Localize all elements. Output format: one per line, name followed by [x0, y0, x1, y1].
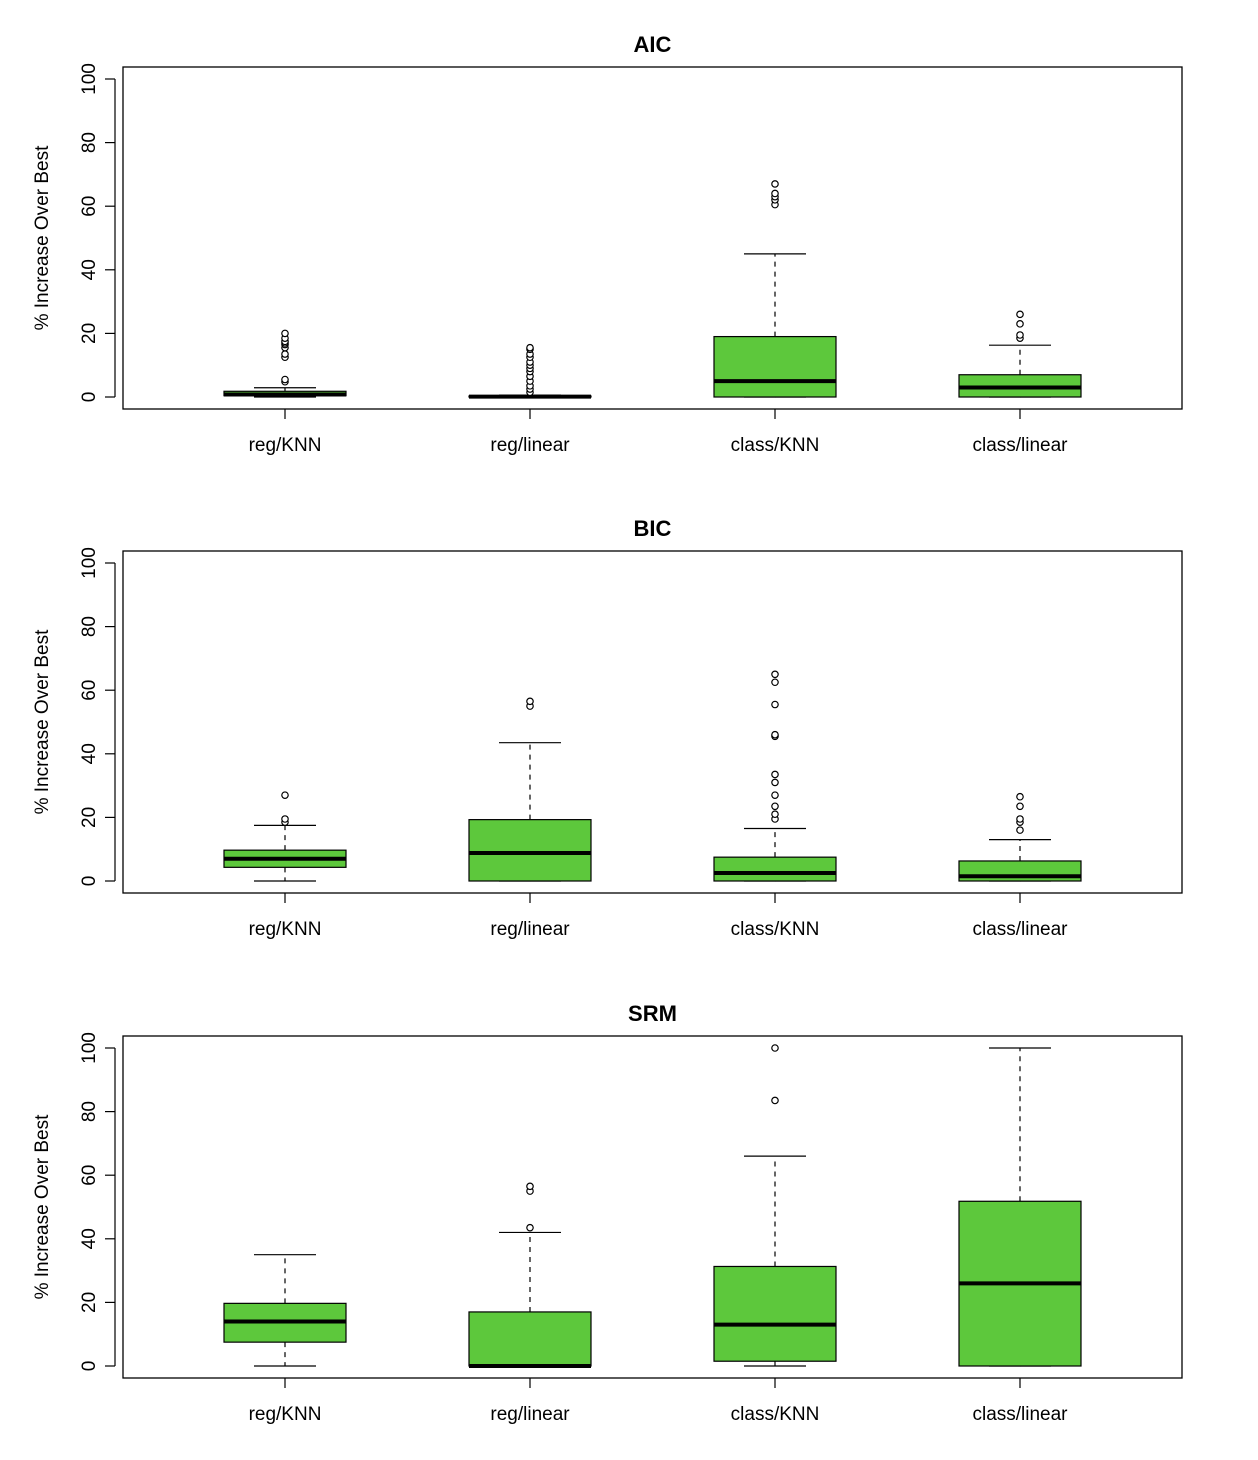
y-tick-label: 60	[79, 196, 100, 217]
plot-frame	[122, 1035, 1183, 1379]
outlier-point	[526, 343, 534, 352]
outlier-point	[1016, 802, 1024, 811]
box-iqr	[713, 856, 837, 882]
outlier-point	[771, 802, 779, 811]
chart-title: AIC	[634, 32, 672, 57]
y-tick-label: 40	[79, 1228, 100, 1249]
outlier-point	[771, 810, 779, 819]
box-iqr	[468, 1311, 592, 1367]
x-tick-label: class/KNN	[731, 435, 820, 456]
outlier-point	[1016, 310, 1024, 319]
y-axis-label: % Increase Over Best	[32, 1114, 53, 1300]
outlier-point	[771, 791, 779, 799]
y-tick-label: 0	[79, 392, 100, 403]
y-tick-label: 100	[79, 547, 100, 579]
box-iqr	[713, 335, 837, 398]
x-tick-label: reg/linear	[490, 435, 570, 456]
outlier-point	[771, 670, 779, 679]
y-tick-label: 100	[79, 1032, 100, 1064]
chart-panel-aic: AIC 0 20 40 60 80 100 % Increase Over Best reg/K…	[32, 32, 1183, 456]
outlier-point	[771, 1096, 779, 1105]
x-tick-label: reg/linear	[490, 1404, 570, 1425]
outlier-point	[771, 700, 779, 709]
outlier-point	[771, 180, 779, 188]
y-tick-label: 20	[79, 1292, 100, 1313]
y-axis-label: % Increase Over Best	[32, 629, 53, 815]
chart-panel-srm: SRM 0 20 40 60 80 100 % Increase Over Best reg/K…	[32, 1001, 1183, 1425]
outlier-point	[771, 678, 779, 687]
outlier-point	[281, 375, 289, 384]
y-tick-label: 20	[79, 807, 100, 828]
plot-frame	[122, 550, 1183, 894]
y-tick-label: 80	[79, 132, 100, 153]
box-iqr	[713, 1265, 837, 1362]
outlier-point	[771, 189, 779, 198]
x-tick-label: class/KNN	[731, 1404, 820, 1425]
x-tick-label: reg/KNN	[249, 435, 322, 456]
y-tick-label: 0	[79, 1361, 100, 1372]
outlier-point	[1016, 792, 1024, 801]
outlier-point	[526, 697, 534, 706]
outlier-point	[1016, 331, 1024, 339]
y-tick-label: 80	[79, 1101, 100, 1122]
plot-frame	[122, 66, 1183, 410]
y-axis-label: % Increase Over Best	[32, 145, 53, 331]
x-tick-label: reg/KNN	[249, 919, 322, 940]
outlier-point	[771, 778, 779, 787]
x-tick-label: reg/linear	[490, 919, 570, 940]
outlier-point	[281, 350, 289, 358]
outlier-point	[771, 770, 779, 779]
x-tick-label: class/linear	[972, 919, 1068, 940]
box-iqr	[468, 819, 592, 882]
y-tick-label: 0	[79, 876, 100, 887]
chart-panel-bic: BIC 0 20 40 60 80 100 % Increase Over Best reg/K…	[32, 516, 1183, 940]
outlier-point	[1016, 815, 1024, 823]
y-tick-label: 60	[79, 1165, 100, 1186]
x-tick-label: reg/KNN	[249, 1404, 322, 1425]
outlier-point	[281, 791, 289, 799]
y-tick-label: 20	[79, 323, 100, 344]
x-tick-label: class/KNN	[731, 919, 820, 940]
y-tick-label: 100	[79, 63, 100, 95]
y-tick-label: 60	[79, 680, 100, 701]
x-tick-label: class/linear	[972, 435, 1068, 456]
chart-title: SRM	[628, 1001, 677, 1026]
chart-title: BIC	[634, 516, 672, 541]
outlier-point	[1016, 826, 1024, 834]
x-tick-label: class/linear	[972, 1404, 1068, 1425]
y-tick-label: 40	[79, 259, 100, 280]
outlier-point	[281, 815, 289, 823]
outlier-point	[526, 1182, 534, 1191]
outlier-point	[281, 329, 289, 338]
y-tick-label: 40	[79, 743, 100, 764]
outlier-point	[526, 1223, 534, 1232]
outlier-point	[771, 730, 779, 739]
outlier-point	[1016, 320, 1024, 328]
outlier-point	[771, 1044, 779, 1052]
y-tick-label: 80	[79, 616, 100, 637]
